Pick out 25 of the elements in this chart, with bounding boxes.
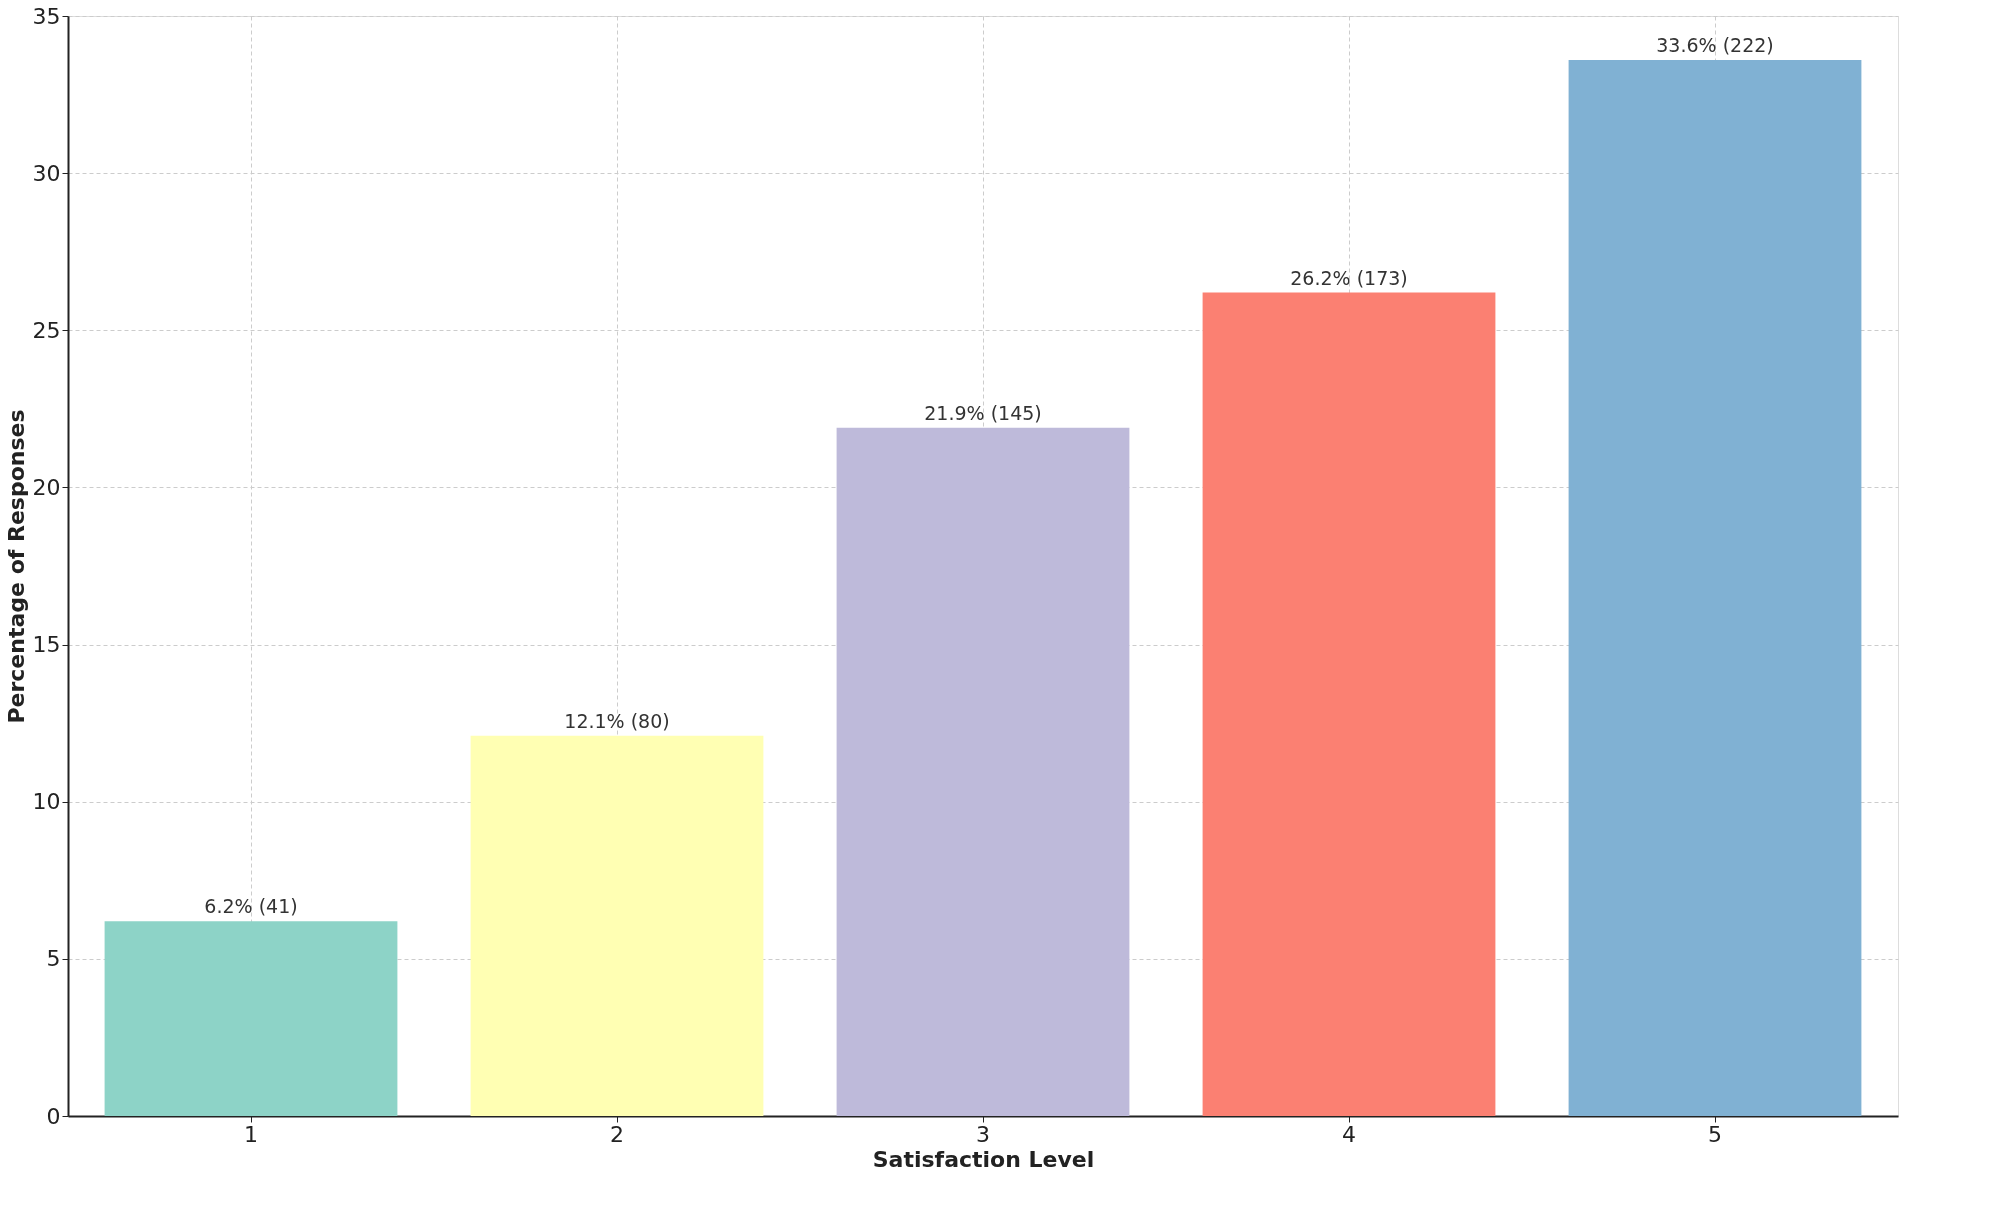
y-tick-label: 20 xyxy=(32,474,61,500)
bar xyxy=(836,427,1130,1116)
y-tick-label: 25 xyxy=(32,317,61,343)
bar xyxy=(1568,60,1862,1116)
bar xyxy=(1202,292,1496,1116)
x-tick-label: 4 xyxy=(1342,1121,1356,1147)
data-label: 26.2% (173) xyxy=(1290,266,1408,289)
x-tick-label: 3 xyxy=(976,1121,990,1147)
x-tick-label: 1 xyxy=(244,1121,258,1147)
y-tick-label: 30 xyxy=(32,160,61,186)
bar xyxy=(104,921,398,1116)
data-label: 12.1% (80) xyxy=(564,709,670,732)
y-axis-title: Percentage of Responses xyxy=(3,409,29,724)
y-tick-label: 5 xyxy=(46,946,61,972)
y-tick-label: 35 xyxy=(32,3,61,29)
x-tick-label: 5 xyxy=(1708,1121,1722,1147)
y-tick-label: 0 xyxy=(46,1103,61,1129)
x-axis-title: Satisfaction Level xyxy=(872,1146,1095,1172)
bar xyxy=(470,735,764,1116)
y-tick-label: 10 xyxy=(32,789,61,815)
x-tick-label: 2 xyxy=(610,1121,624,1147)
data-label: 6.2% (41) xyxy=(204,895,298,918)
y-tick-label: 15 xyxy=(32,632,61,658)
data-label: 33.6% (222) xyxy=(1656,34,1774,56)
data-label: 21.9% (145) xyxy=(924,401,1042,424)
